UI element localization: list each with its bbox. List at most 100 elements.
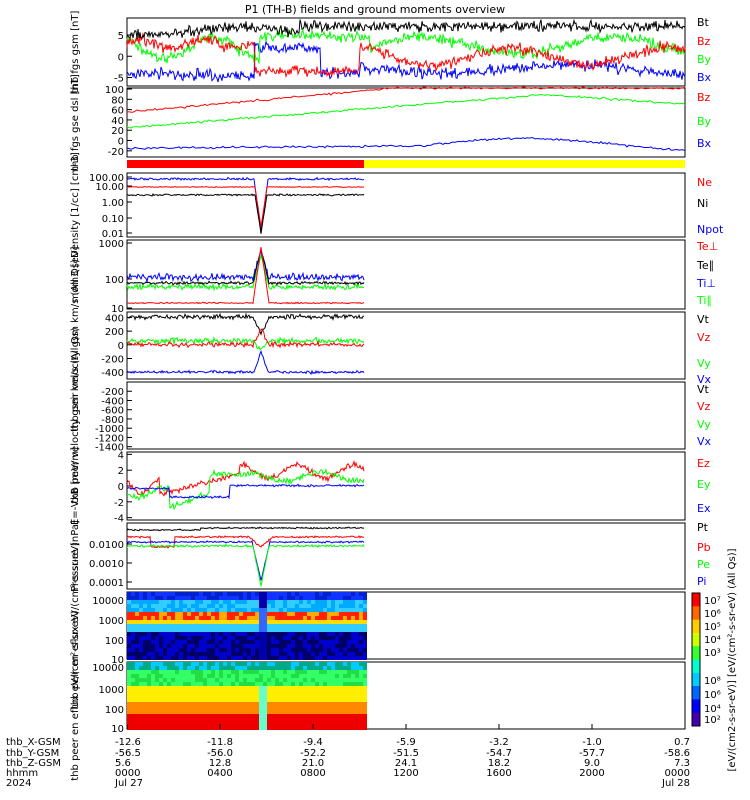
heatmap-cell — [219, 718, 223, 722]
heatmap-cell — [291, 722, 295, 726]
heatmap-cell — [243, 726, 247, 730]
ytick-label: -1400 — [95, 443, 124, 454]
heatmap-cell — [331, 624, 335, 628]
heatmap-cell — [223, 722, 227, 726]
heatmap-cell — [251, 636, 255, 640]
heatmap-cell — [359, 616, 363, 620]
legend-peer_vel-Vt: Vt — [697, 383, 710, 396]
heatmap-cell — [251, 714, 255, 718]
heatmap-cell — [191, 596, 195, 600]
heatmap-cell — [159, 698, 163, 702]
heatmap-cell — [323, 722, 327, 726]
heatmap-cell — [211, 718, 215, 722]
heatmap-cell — [315, 608, 319, 612]
heatmap-cell — [207, 682, 211, 686]
heatmap-cell — [239, 604, 243, 608]
heatmap-cell — [335, 640, 339, 644]
heatmap-cell — [147, 682, 151, 686]
heatmap-cell — [295, 662, 299, 666]
heatmap-cell — [175, 670, 179, 674]
heatmap-cell — [343, 678, 347, 682]
heatmap-cell — [299, 592, 303, 596]
heatmap-cell — [215, 644, 219, 648]
heatmap-cell — [219, 624, 223, 628]
heatmap-cell — [275, 600, 279, 604]
heatmap-cell — [299, 636, 303, 640]
ytick-label: 100 — [105, 705, 124, 716]
heatmap-cell — [299, 656, 303, 660]
heatmap-cell — [267, 592, 271, 596]
heatmap-cell — [255, 644, 259, 648]
heatmap-cell — [231, 632, 235, 636]
heatmap-cell — [263, 596, 267, 600]
heatmap-cell — [351, 656, 355, 660]
heatmap-cell — [291, 718, 295, 722]
heatmap-cell — [203, 640, 207, 644]
xaxis-value: 2000 — [579, 768, 604, 779]
heatmap-cell — [227, 662, 231, 666]
heatmap-cell — [211, 636, 215, 640]
heatmap-cell — [243, 670, 247, 674]
heatmap-cell — [227, 678, 231, 682]
legend-fgs-Bx: Bx — [697, 71, 712, 84]
heatmap-cell — [179, 690, 183, 694]
heatmap-cell — [163, 632, 167, 636]
heatmap-cell — [295, 678, 299, 682]
heatmap-cell — [327, 636, 331, 640]
heatmap-cell — [327, 608, 331, 612]
heatmap-cell — [311, 682, 315, 686]
heatmap-cell — [295, 690, 299, 694]
heatmap-cell — [355, 608, 359, 612]
panel-ylabel: mom3 [eV] — [70, 246, 81, 302]
heatmap-cell — [175, 604, 179, 608]
heatmap-cell — [335, 666, 339, 670]
heatmap-cell — [267, 612, 271, 616]
heatmap-cell — [275, 670, 279, 674]
heatmap-cell — [303, 616, 307, 620]
heatmap-cell — [355, 652, 359, 656]
heatmap-cell — [159, 662, 163, 666]
heatmap-cell — [355, 702, 359, 706]
heatmap-cell — [155, 666, 159, 670]
heatmap-cell — [167, 690, 171, 694]
heatmap-cell — [347, 608, 351, 612]
heatmap-cell — [287, 666, 291, 670]
heatmap-cell — [227, 596, 231, 600]
heatmap-cell — [143, 674, 147, 678]
heatmap-cell — [355, 666, 359, 670]
heatmap-cell — [363, 718, 367, 722]
heatmap-cell — [223, 612, 227, 616]
heatmap-cell — [151, 670, 155, 674]
legend-pressure-Pi: Pi — [697, 575, 706, 588]
heatmap-cell — [319, 678, 323, 682]
heatmap-cell — [131, 718, 135, 722]
heatmap-cell — [279, 682, 283, 686]
heatmap-cell — [355, 616, 359, 620]
heatmap-cell — [191, 600, 195, 604]
heatmap-cell — [131, 682, 135, 686]
heatmap-cell — [247, 690, 251, 694]
heatmap-cell — [179, 702, 183, 706]
heatmap-cell — [343, 640, 347, 644]
heatmap-cell — [143, 682, 147, 686]
heatmap-cell — [303, 722, 307, 726]
heatmap-cell — [219, 636, 223, 640]
heatmap-cell — [159, 612, 163, 616]
ytick-label: 40 — [111, 116, 124, 127]
heatmap-cell — [347, 710, 351, 714]
heatmap-cell — [331, 596, 335, 600]
heatmap-cell — [215, 698, 219, 702]
series-Pt — [126, 526, 365, 532]
heatmap-cell — [355, 678, 359, 682]
heatmap-cell — [363, 636, 367, 640]
heatmap-cell — [295, 698, 299, 702]
series-Bz — [126, 32, 686, 79]
heatmap-cell — [195, 628, 199, 632]
heatmap-cell — [335, 604, 339, 608]
series-By — [126, 94, 686, 129]
heatmap-cell — [247, 706, 251, 710]
heatmap-cell — [347, 706, 351, 710]
heatmap-cell — [151, 694, 155, 698]
heatmap-cell — [243, 718, 247, 722]
